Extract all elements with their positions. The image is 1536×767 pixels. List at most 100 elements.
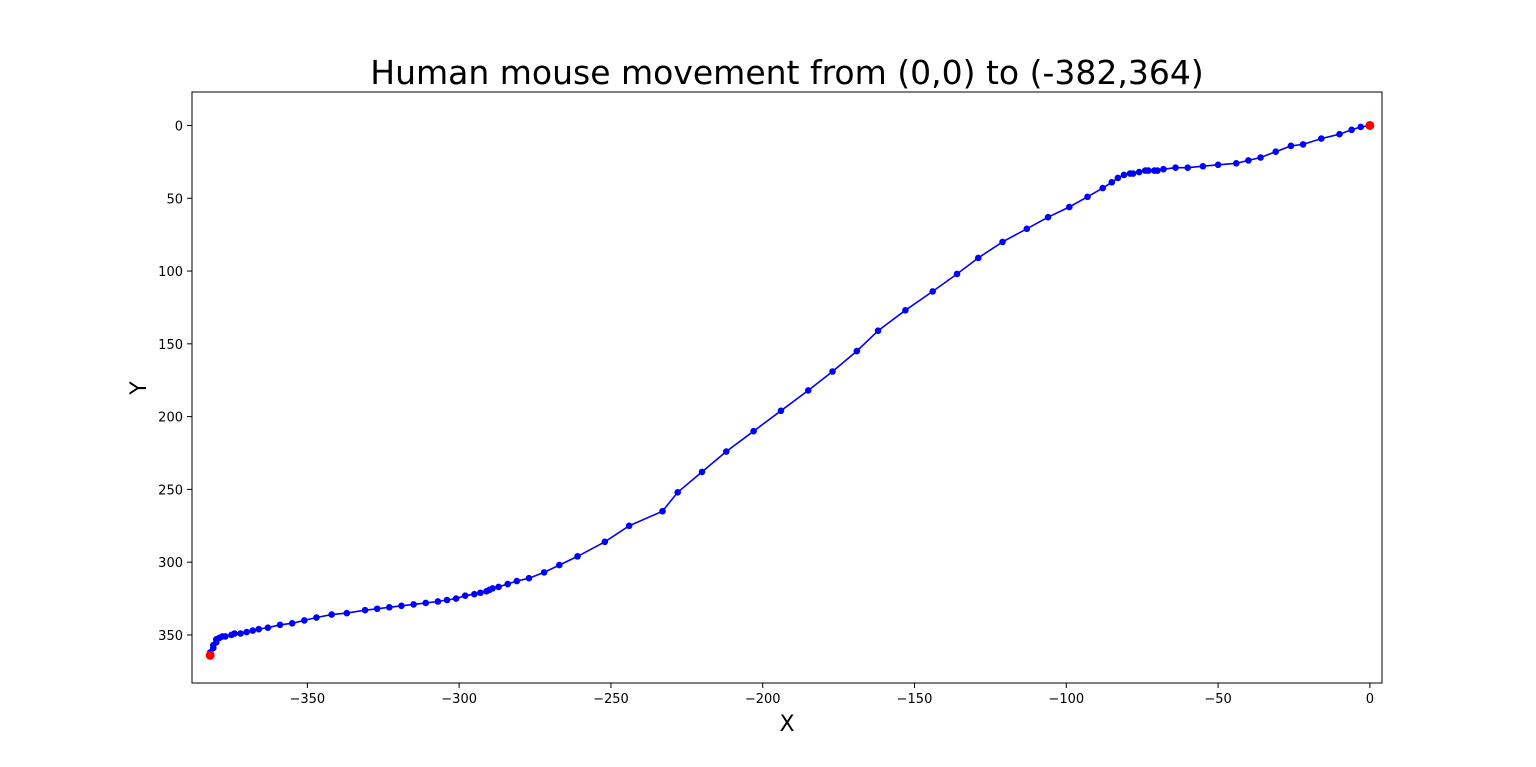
y-tick-label: 250 [158,483,183,498]
data-point [1114,174,1122,182]
data-point [513,577,521,585]
data-point [1348,126,1355,134]
data-point [804,387,812,394]
x-tick-label: −200 [745,692,781,707]
y-tick-label: 0 [175,119,183,134]
x-axis-ticks: −350 −300 −250 −200 −150 −100 −50 0 [289,683,1374,707]
data-point [255,625,263,633]
data-point [1084,193,1091,201]
x-tick-label: 0 [1366,692,1374,707]
end-point [205,650,215,660]
data-point [483,587,490,595]
data-point [386,604,393,611]
data-point [999,238,1006,246]
data-point [853,347,861,355]
x-tick-label: −250 [593,692,629,707]
data-point [1357,123,1365,131]
data-point [276,621,284,629]
data-point [1099,184,1107,192]
data-point [674,489,682,496]
data-point [1135,168,1143,176]
data-point [556,561,563,569]
data-point [722,448,730,455]
data-point [1141,167,1149,174]
data-point [477,589,484,597]
data-point [228,631,235,639]
data-point [1044,213,1052,221]
data-point [1214,161,1222,169]
data-point [750,427,757,435]
data-point [443,596,451,604]
data-point [1245,157,1252,164]
data-point [471,590,478,598]
data-point [625,522,633,530]
data-point [1199,162,1207,170]
data-point [1172,164,1179,171]
series-line [209,124,1371,656]
data-point [659,507,666,515]
data-point [1160,165,1167,173]
x-tick-label: −100 [1048,692,1084,707]
data-point [288,620,296,627]
x-tick-label: −350 [289,692,325,707]
y-tick-label: 50 [166,192,183,207]
data-point [313,614,320,621]
x-tick-label: −50 [1204,692,1231,707]
x-axis-label: X [779,712,794,737]
data-point [504,580,512,588]
data-point [452,595,460,602]
plot-frame [191,91,1383,684]
y-tick-label: 350 [158,629,183,644]
y-tick-label: 150 [158,338,183,353]
data-point [1066,203,1073,211]
data-point [434,598,442,605]
data-point [410,601,417,608]
data-point [343,609,351,617]
x-tick-label: −300 [441,692,477,707]
data-point [1257,154,1264,161]
y-axis-label: Y [127,381,152,396]
data-point [249,627,257,634]
data-point [874,327,882,335]
start-point [1365,120,1375,130]
data-point [1287,142,1295,150]
data-point [1126,170,1134,177]
data-point [398,602,405,610]
data-point [974,254,982,262]
data-point [495,583,502,591]
data-point [264,624,272,631]
data-point [373,605,381,613]
x-tick-label: −150 [897,692,933,707]
data-point [237,630,244,637]
data-point [902,307,909,314]
data-point [361,606,369,614]
data-point [243,628,250,636]
y-tick-label: 300 [158,556,183,571]
y-tick-label: 200 [158,411,183,426]
chart-title: Human mouse movement from (0,0) to (-382… [370,53,1203,92]
data-point [301,617,308,624]
plot-area [191,91,1383,684]
data-point [328,611,335,618]
data-point [1023,225,1031,233]
data-point [929,288,937,295]
data-point [1120,171,1128,179]
data-point [1151,167,1158,174]
data-point [1184,164,1192,171]
data-point [1108,178,1116,186]
data-point [525,574,533,582]
data-point [1232,160,1240,167]
data-point [601,538,609,546]
data-point [422,599,430,607]
data-point [698,468,706,476]
data-point [574,553,581,560]
data-point [953,270,961,278]
data-point [829,368,836,375]
data-point [1336,130,1343,138]
y-axis-ticks: 0 50 100 150 200 250 300 350 [158,119,192,644]
data-point [777,407,785,415]
data-point [461,592,469,599]
data-point [1317,135,1325,142]
data-point [1299,141,1307,148]
